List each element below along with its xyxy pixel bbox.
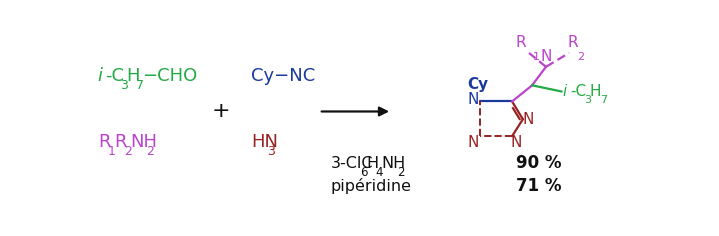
Text: pipéridine: pipéridine [330,178,411,194]
Text: −CHO: −CHO [142,67,198,85]
Text: 71 %: 71 % [516,177,561,195]
Text: i: i [563,84,567,99]
Text: 1: 1 [108,145,116,158]
Text: +: + [211,101,230,122]
Text: N: N [523,112,534,127]
Text: 2: 2 [147,145,154,158]
Text: R: R [516,35,526,50]
Text: N: N [468,135,480,150]
Text: 3: 3 [120,79,128,92]
Text: -C: -C [105,67,124,85]
Text: R: R [114,133,127,151]
Text: 3: 3 [585,95,592,105]
Text: 3: 3 [267,145,275,158]
Text: 3-ClC: 3-ClC [330,156,373,171]
Text: N: N [510,135,521,150]
Text: N: N [540,49,551,64]
Text: Cy: Cy [467,77,489,92]
Text: 2: 2 [124,145,132,158]
Text: NH: NH [381,156,406,171]
Text: NH: NH [130,133,157,151]
Text: 6: 6 [360,166,368,179]
Text: 90 %: 90 % [516,154,561,172]
Text: 7: 7 [137,79,145,92]
Text: N: N [468,93,480,107]
Text: R: R [567,35,578,50]
Text: -C: -C [570,84,586,99]
Text: 2: 2 [577,52,584,62]
Text: R: R [98,133,110,151]
Text: 4: 4 [375,166,383,179]
Text: 2: 2 [398,166,405,179]
Text: HN: HN [251,133,278,151]
Text: H: H [367,156,379,171]
Text: i: i [98,67,103,85]
Text: Cy−NC: Cy−NC [251,67,316,85]
Text: H: H [127,67,139,85]
Text: 1: 1 [533,52,540,62]
Text: H: H [590,84,601,99]
Text: 7: 7 [600,95,607,105]
